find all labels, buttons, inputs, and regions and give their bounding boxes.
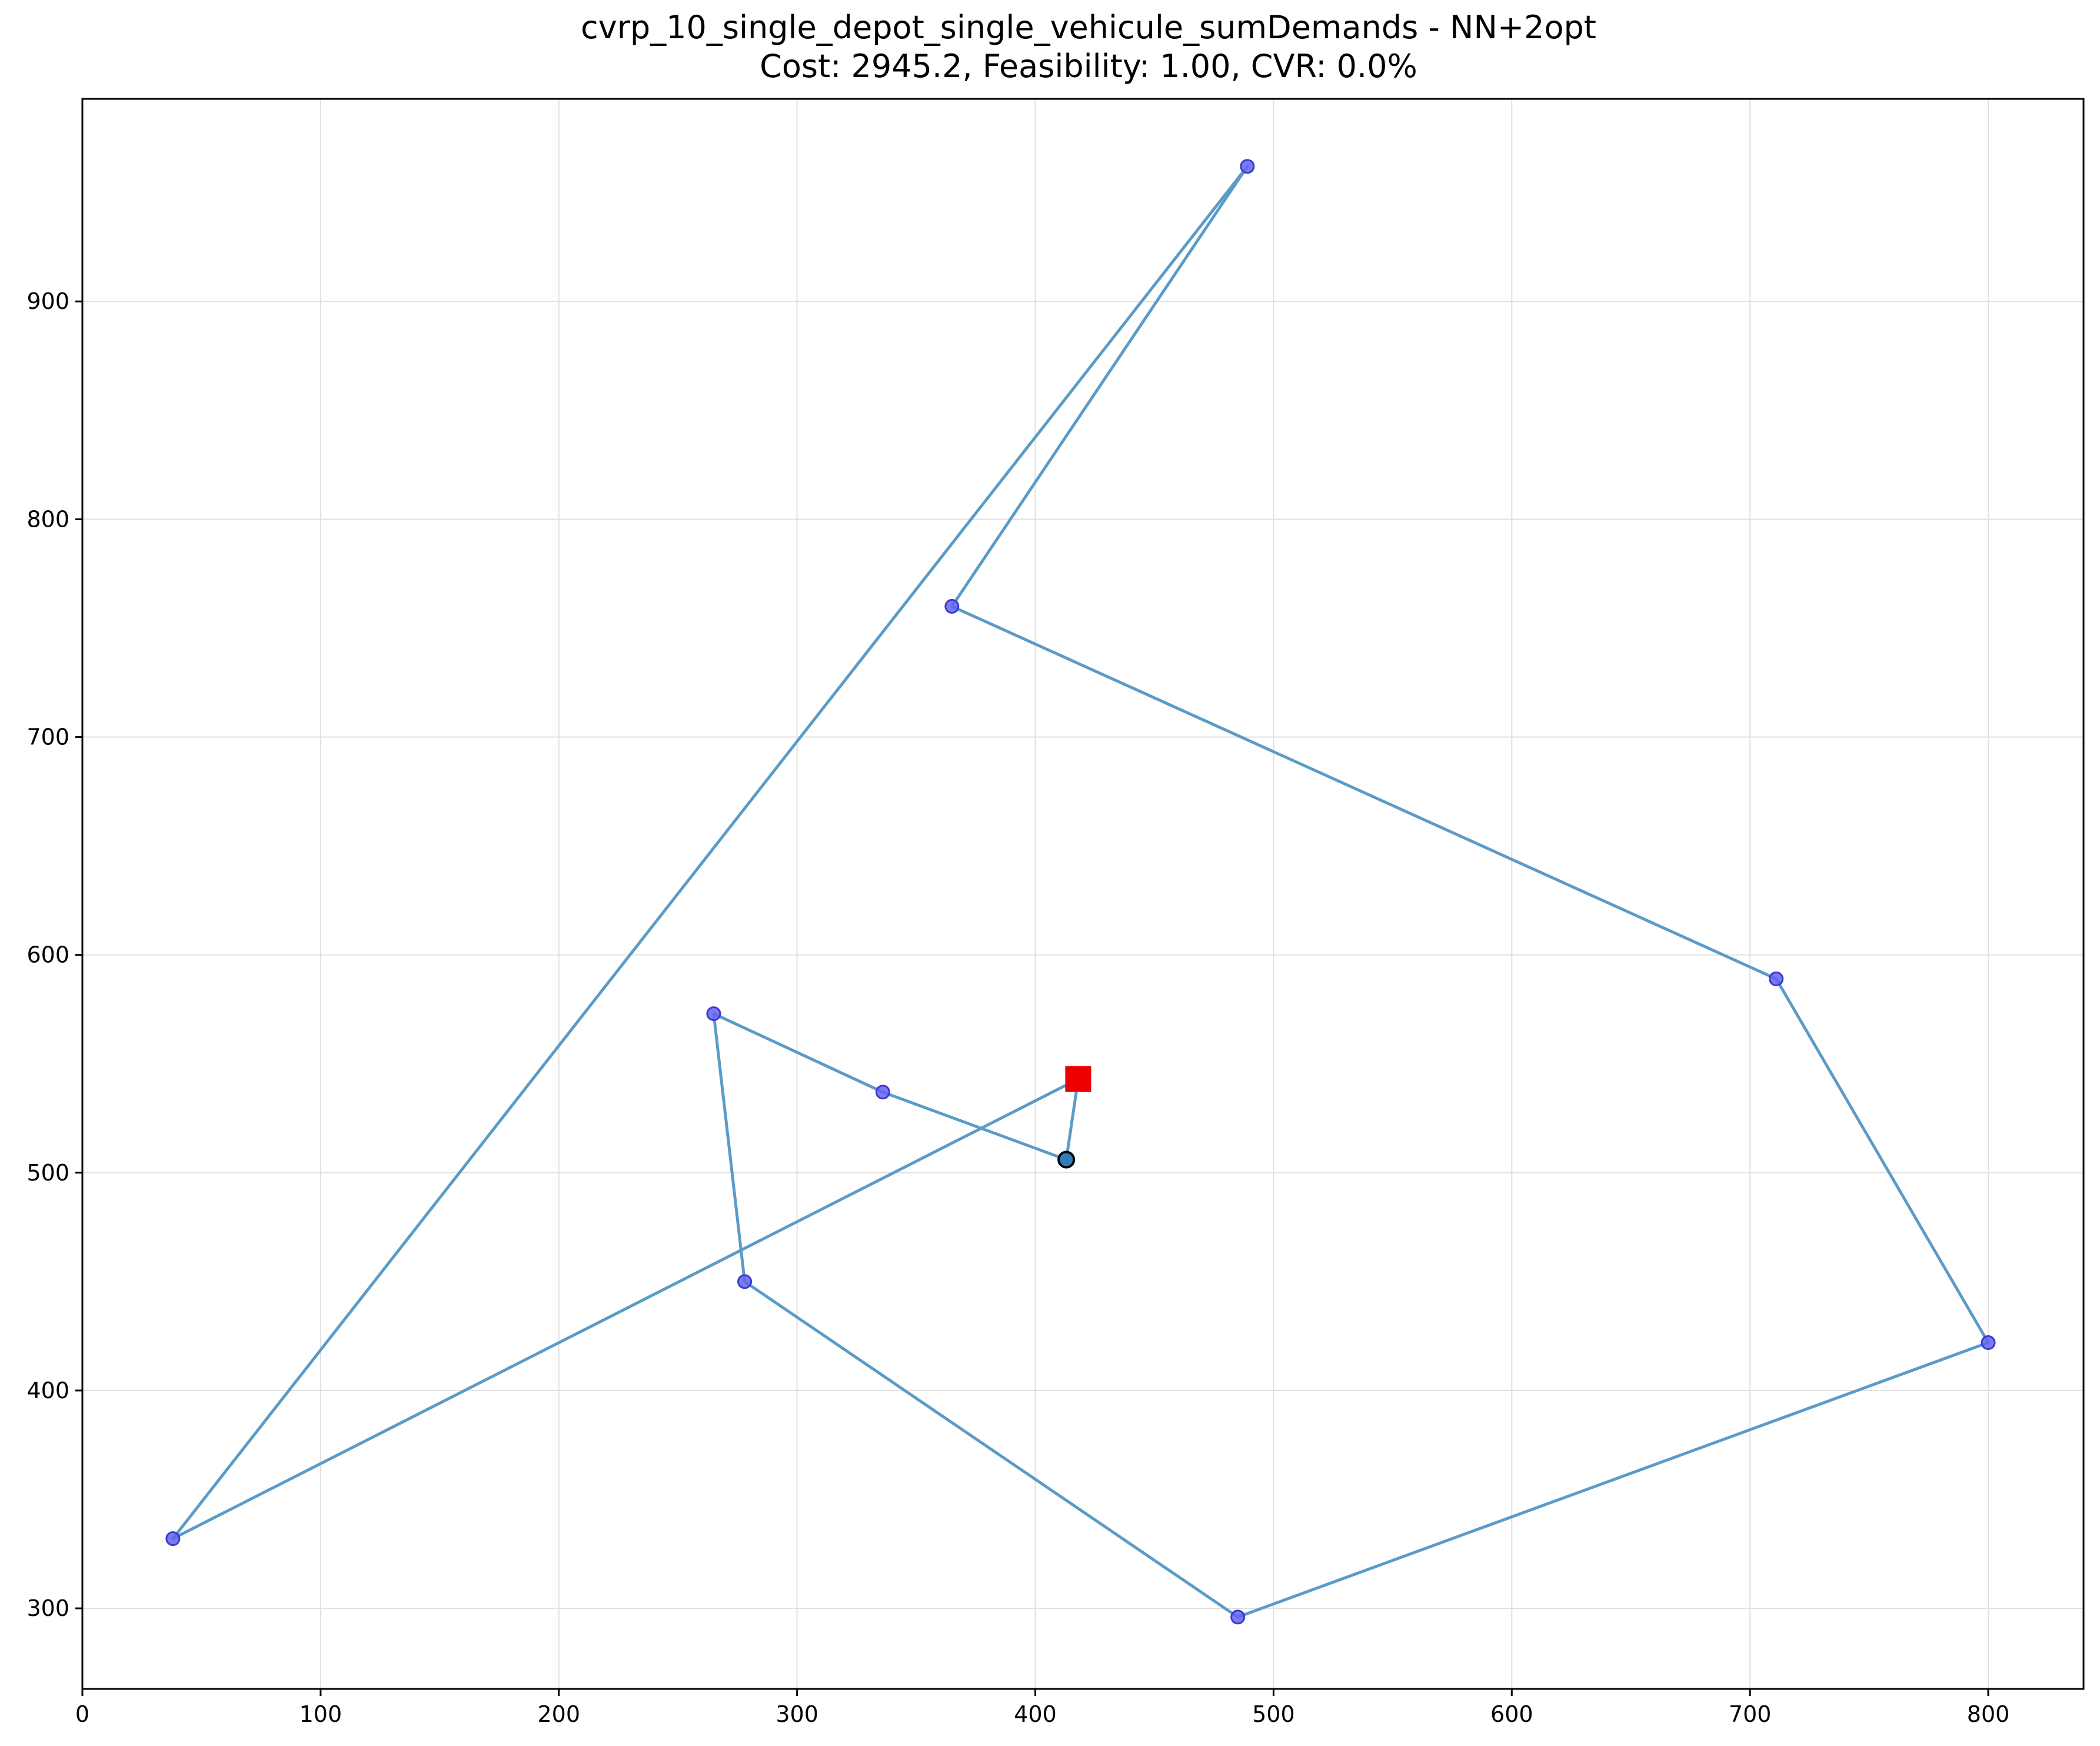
route-segment (881, 1090, 1068, 1162)
grid-layer (82, 99, 2084, 1689)
x-tick-label: 700 (1729, 1701, 1772, 1727)
route-layer (171, 165, 1990, 1619)
y-tick-label: 500 (26, 1160, 69, 1186)
tick-layer: 0 100 200 300 400 500 600 700 800 300 400 500 600 700… (26, 288, 2009, 1727)
route-segment (1775, 977, 1990, 1344)
customer-point (1230, 1609, 1246, 1625)
customer-point (1769, 971, 1784, 986)
x-tick-label: 200 (537, 1701, 580, 1727)
chart-subtitle: Cost: 2945.2, Feasibility: 1.00, CVR: 0.… (760, 48, 1417, 85)
customer-point (706, 1006, 721, 1022)
route-segment (171, 165, 1249, 1541)
x-tick-label: 500 (1252, 1701, 1295, 1727)
y-tick-label: 600 (26, 942, 69, 968)
x-tick-label: 600 (1490, 1701, 1533, 1727)
route-segment (1236, 1341, 1990, 1619)
depot-marker (1065, 1066, 1091, 1092)
customer-point (875, 1085, 890, 1100)
x-tick-label: 0 (75, 1701, 89, 1727)
customer-point (944, 598, 960, 614)
route-segment (950, 165, 1249, 608)
route-segment (712, 1012, 884, 1094)
y-tick-label: 300 (26, 1595, 69, 1621)
axes-frame (81, 98, 2085, 1690)
route-segment (712, 1012, 747, 1283)
route-segment (950, 604, 1778, 980)
x-tick-label: 300 (776, 1701, 818, 1727)
customer-point (1981, 1335, 1996, 1350)
customer-point (737, 1274, 753, 1289)
route-start-point (1057, 1150, 1076, 1169)
point-layer (165, 159, 1996, 1625)
y-tick-label: 700 (26, 724, 69, 750)
chart-title-block: cvrp_10_single_depot_single_vehicule_sum… (0, 8, 2100, 86)
x-tick-label: 100 (299, 1701, 342, 1727)
y-tick-label: 400 (26, 1378, 69, 1404)
y-tick-label: 900 (26, 288, 69, 314)
customer-point (165, 1531, 181, 1547)
x-tick-label: 400 (1014, 1701, 1057, 1727)
chart-title: cvrp_10_single_depot_single_vehicule_sum… (581, 9, 1596, 46)
route-segment (171, 1077, 1080, 1541)
x-tick-label: 800 (1967, 1701, 2010, 1727)
route-segment (743, 1280, 1240, 1619)
y-tick-label: 800 (26, 506, 69, 532)
customer-point (1240, 159, 1255, 174)
route-segment (1064, 1077, 1080, 1162)
